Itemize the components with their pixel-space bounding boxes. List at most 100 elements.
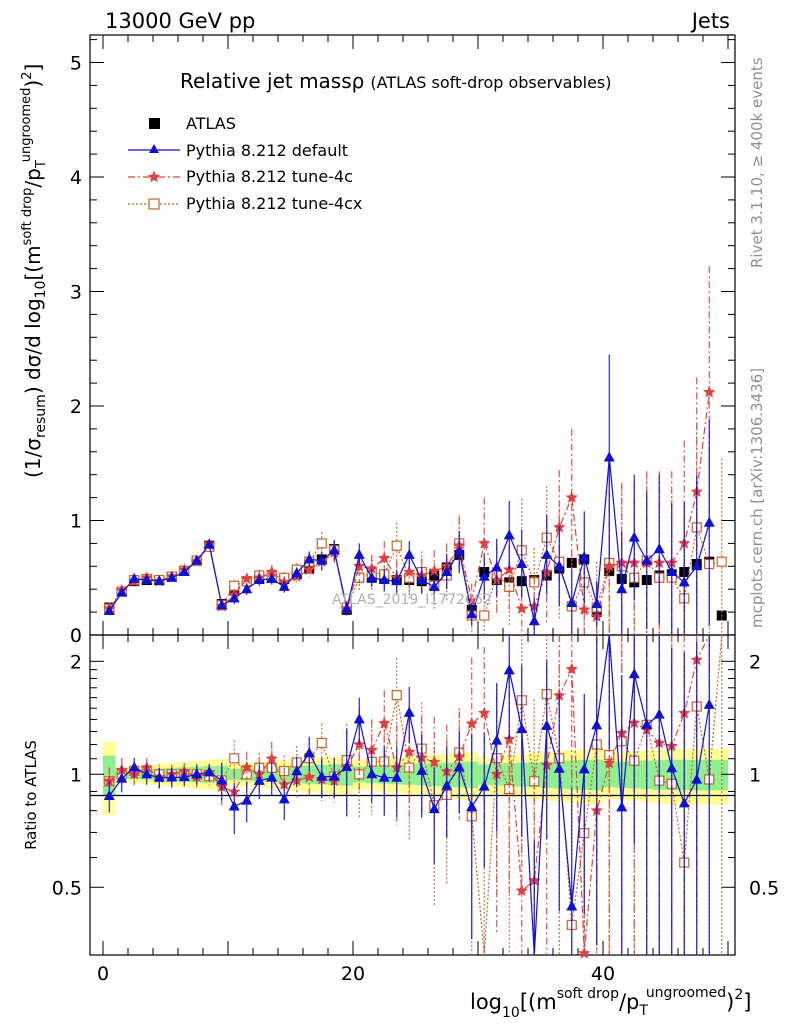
ratio-point-default	[303, 747, 315, 758]
ratio-stat-uncertainty-band	[715, 759, 728, 791]
ratio-point-default	[641, 718, 653, 729]
data-point-default	[628, 531, 640, 542]
data-point-tune4c	[240, 572, 253, 585]
ratio-point-default	[103, 790, 115, 801]
ratio-point-default	[341, 761, 353, 772]
data-point-default	[703, 516, 715, 527]
ratio-point-default	[691, 773, 703, 784]
x-tick-label: 20	[341, 963, 365, 985]
ratio-point-tune4c	[365, 743, 378, 756]
data-point-default	[441, 566, 453, 577]
ratio-point-default	[553, 762, 565, 773]
ratio-point-tune4c	[303, 770, 316, 783]
data-point-default	[616, 583, 628, 594]
data-point-tune4cx	[391, 540, 402, 551]
ratio-y-tick-label: 0.5	[52, 877, 82, 899]
data-point-default	[366, 571, 378, 582]
ratio-plot-marks	[103, 634, 723, 959]
x-axis-label: log10[(msoft drop/pTungroomed)2]	[470, 985, 752, 1021]
data-point-default	[128, 572, 140, 583]
ratio-y-tick-label-right: 2	[749, 651, 761, 673]
data-point-default	[341, 602, 353, 613]
data-point-default	[566, 596, 578, 607]
ratio-point-default	[141, 768, 153, 779]
data-point-default	[603, 451, 615, 462]
header-process-label: 13000 GeV pp	[105, 9, 255, 33]
legend-label-tune4c: Pythia 8.212 tune-4c	[186, 167, 353, 186]
legend-marker-tune4cx	[148, 198, 160, 210]
ratio-point-default	[153, 771, 165, 782]
ratio-point-default	[666, 762, 678, 773]
ratio-point-default	[703, 698, 715, 709]
data-point-default	[241, 583, 253, 594]
data-point-tune4c	[403, 565, 416, 578]
data-point-tune4cx	[716, 556, 727, 567]
data-point-tune4c	[303, 563, 316, 575]
ratio-point-default	[378, 771, 390, 782]
ratio-point-default	[316, 770, 328, 781]
plot-title-main: Relative jet massρ	[180, 69, 364, 93]
legend-label-tune4cx: Pythia 8.212 tune-4cx	[186, 194, 362, 213]
data-point-tune4c	[428, 564, 441, 577]
data-point-tune4c	[478, 536, 491, 549]
ratio-point-default	[403, 706, 415, 717]
ratio-point-default	[216, 774, 228, 785]
ratio-point-default	[478, 780, 490, 791]
legend-marker-atlas	[149, 118, 160, 129]
data-point-default	[141, 574, 153, 585]
data-point-default	[653, 543, 665, 554]
data-point-default	[166, 571, 178, 582]
ratio-y-tick-label: 1	[70, 764, 82, 786]
ratio-point-default	[616, 801, 628, 812]
ratio-point-default	[253, 774, 265, 785]
data-point-tune4c	[378, 551, 391, 564]
data-point-default	[478, 570, 490, 581]
main-y-tick-label: 4	[70, 167, 82, 189]
ratio-point-tune4c	[478, 706, 491, 719]
ratio-point-default	[241, 794, 253, 805]
ratio-point-tune4c	[240, 761, 253, 773]
data-point-default	[228, 592, 240, 603]
legend-label-atlas: ATLAS	[186, 114, 236, 133]
x-tick-label: 0	[97, 963, 109, 985]
ratio-point-tune4c	[603, 756, 616, 769]
data-point-default	[391, 575, 403, 586]
ratio-point-default	[503, 664, 515, 675]
ratio-point-tune4cx	[391, 690, 402, 701]
ratio-point-tune4cx	[316, 737, 327, 749]
data-point-default	[178, 566, 190, 577]
data-point-default	[678, 576, 690, 587]
data-point-default	[528, 615, 540, 626]
ratio-point-default	[166, 771, 178, 782]
ratio-point-default	[128, 761, 140, 772]
data-point-tune4cx	[316, 538, 327, 549]
ratio-point-default	[653, 708, 665, 719]
ratio-y-tick-label-right: 0.5	[749, 877, 779, 899]
data-point-tune4cx	[479, 610, 490, 621]
main-y-axis-label: (1/σresum) dσ/d log10[(msoft drop/pTungr…	[19, 64, 49, 478]
data-point-tune4c	[465, 594, 478, 606]
ratio-point-tune4c	[265, 752, 278, 764]
ratio-y-axis-label: Ratio to ATLAS	[22, 740, 40, 850]
ratio-point-default	[178, 771, 190, 782]
ratio-point-default	[278, 793, 290, 804]
data-point-tune4c	[703, 385, 716, 398]
main-y-tick-label: 1	[70, 511, 82, 533]
ratio-point-default	[678, 797, 690, 808]
ratio-point-tune4c	[515, 884, 528, 896]
ratio-point-default	[116, 772, 128, 783]
data-point-default	[641, 554, 653, 565]
data-point-default	[378, 574, 390, 585]
data-point-default	[578, 551, 590, 562]
ratio-point-default	[266, 771, 278, 782]
ratio-point-default	[566, 900, 578, 911]
legend-label-default: Pythia 8.212 default	[186, 141, 348, 160]
data-point-default	[303, 553, 315, 564]
data-point-tune4c	[603, 559, 616, 572]
data-point-default	[691, 560, 703, 571]
mcplots-reference-label: mcplots.cern.ch [arXiv:1306.3436]	[748, 368, 766, 628]
plot-title-sub: (ATLAS soft-drop observables)	[370, 73, 611, 92]
ratio-point-default	[491, 734, 503, 745]
data-point-tune4c	[565, 491, 578, 503]
